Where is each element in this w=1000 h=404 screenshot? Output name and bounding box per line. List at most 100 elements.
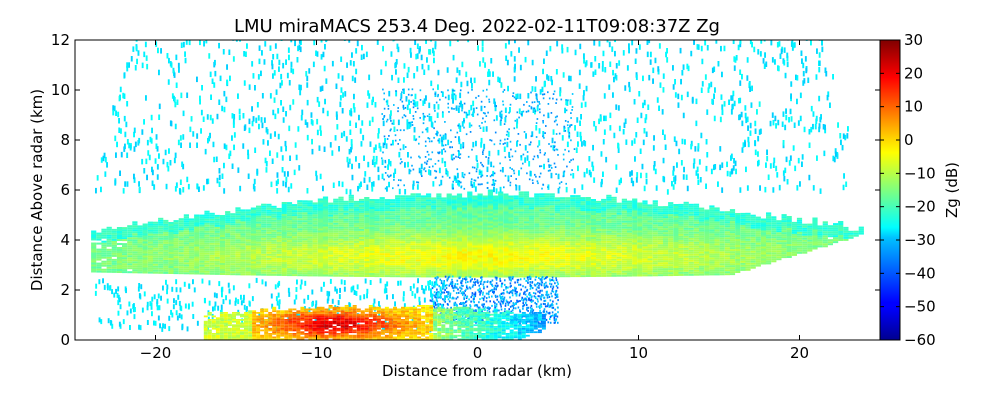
reflectivity-cell xyxy=(740,258,746,261)
reflectivity-cell xyxy=(127,239,133,242)
reflectivity-cell xyxy=(91,256,97,259)
reflectivity-cell xyxy=(271,249,277,252)
reflectivity-cell xyxy=(322,226,329,229)
reflectivity-cell xyxy=(704,255,710,258)
reflectivity-cell xyxy=(333,274,339,277)
reflectivity-cell xyxy=(405,201,411,204)
reflectivity-cell xyxy=(544,229,550,232)
reflectivity-cell xyxy=(590,223,596,225)
reflectivity-cell xyxy=(348,230,354,233)
reflectivity-cell xyxy=(462,243,468,246)
reflectivity-cell xyxy=(353,248,360,251)
reflectivity-cell xyxy=(719,253,725,256)
reflectivity-cell xyxy=(585,211,591,213)
reflectivity-cell xyxy=(292,240,298,243)
reflectivity-cell xyxy=(147,247,153,250)
reflectivity-cell xyxy=(426,261,432,264)
reflectivity-cell xyxy=(678,213,684,216)
reflectivity-cell xyxy=(379,237,385,240)
reflectivity-cell xyxy=(580,249,586,252)
reflectivity-cell xyxy=(683,263,689,266)
reflectivity-cell xyxy=(704,215,710,218)
reflectivity-cell xyxy=(158,257,164,260)
reflectivity-cell xyxy=(745,260,751,263)
reflectivity-cell xyxy=(312,204,318,207)
reflectivity-cell xyxy=(544,207,550,210)
reflectivity-cell xyxy=(719,215,725,218)
reflectivity-cell xyxy=(395,261,401,264)
reflectivity-cell xyxy=(516,118,519,125)
reflectivity-cell xyxy=(235,235,241,238)
reflectivity-cell xyxy=(693,241,700,244)
reflectivity-cell xyxy=(601,208,607,211)
reflectivity-cell xyxy=(472,195,478,198)
reflectivity-cell xyxy=(328,248,334,251)
reflectivity-cell xyxy=(322,224,329,227)
reflectivity-cell xyxy=(699,259,705,262)
reflectivity-cell xyxy=(586,168,588,174)
reflectivity-cell xyxy=(127,231,133,234)
reflectivity-cell xyxy=(683,201,689,204)
reflectivity-cell xyxy=(276,217,282,220)
reflectivity-cell xyxy=(626,234,633,237)
reflectivity-cell xyxy=(601,248,607,251)
reflectivity-cell xyxy=(240,245,246,248)
reflectivity-cell xyxy=(802,225,808,228)
reflectivity-cell xyxy=(415,219,421,222)
reflectivity-cell xyxy=(328,232,334,235)
reflectivity-cell xyxy=(611,232,617,235)
reflectivity-cell xyxy=(374,231,380,234)
reflectivity-cell xyxy=(559,213,566,216)
reflectivity-cell xyxy=(668,238,674,241)
reflectivity-cell xyxy=(580,237,586,240)
reflectivity-cell xyxy=(673,268,679,270)
reflectivity-cell xyxy=(616,216,622,219)
reflectivity-cell xyxy=(616,256,622,259)
reflectivity-cell xyxy=(219,219,226,221)
reflectivity-cell xyxy=(436,259,442,262)
reflectivity-cell xyxy=(333,272,339,275)
reflectivity-cell xyxy=(673,274,679,276)
reflectivity-cell xyxy=(235,229,241,232)
reflectivity-cell xyxy=(714,213,720,216)
reflectivity-cell xyxy=(116,255,123,257)
reflectivity-cell xyxy=(132,253,138,256)
reflectivity-cell xyxy=(183,234,189,237)
reflectivity-cell xyxy=(719,263,725,266)
reflectivity-cell xyxy=(266,267,272,270)
reflectivity-cell xyxy=(127,261,133,264)
reflectivity-cell xyxy=(641,163,644,170)
reflectivity-cell xyxy=(750,220,756,223)
reflectivity-cell xyxy=(158,259,164,262)
reflectivity-cell xyxy=(374,229,380,232)
reflectivity-cell xyxy=(122,247,128,250)
reflectivity-cell xyxy=(106,264,112,267)
reflectivity-cell xyxy=(400,259,406,262)
reflectivity-cell xyxy=(750,234,756,237)
reflectivity-cell xyxy=(168,242,174,244)
reflectivity-cell xyxy=(348,236,354,239)
reflectivity-cell xyxy=(776,236,782,239)
reflectivity-cell xyxy=(271,221,277,224)
reflectivity-cell xyxy=(178,254,184,257)
reflectivity-cell xyxy=(652,242,658,245)
reflectivity-cell xyxy=(673,244,679,246)
reflectivity-cell xyxy=(544,253,550,256)
reflectivity-cell xyxy=(214,230,220,233)
reflectivity-cell xyxy=(446,203,452,206)
reflectivity-cell xyxy=(518,213,524,216)
reflectivity-cell xyxy=(368,120,371,126)
reflectivity-cell xyxy=(663,212,669,215)
reflectivity-cell xyxy=(570,203,576,206)
reflectivity-cell xyxy=(271,215,277,218)
reflectivity-cell xyxy=(590,233,596,235)
reflectivity-cell xyxy=(359,224,365,227)
reflectivity-cell xyxy=(709,247,715,250)
reflectivity-cell xyxy=(632,202,638,205)
reflectivity-cell xyxy=(503,239,509,242)
reflectivity-cell xyxy=(214,254,220,257)
reflectivity-cell xyxy=(328,236,334,239)
reflectivity-cell xyxy=(668,252,674,255)
reflectivity-cell xyxy=(426,201,432,204)
reflectivity-cell xyxy=(322,250,329,253)
